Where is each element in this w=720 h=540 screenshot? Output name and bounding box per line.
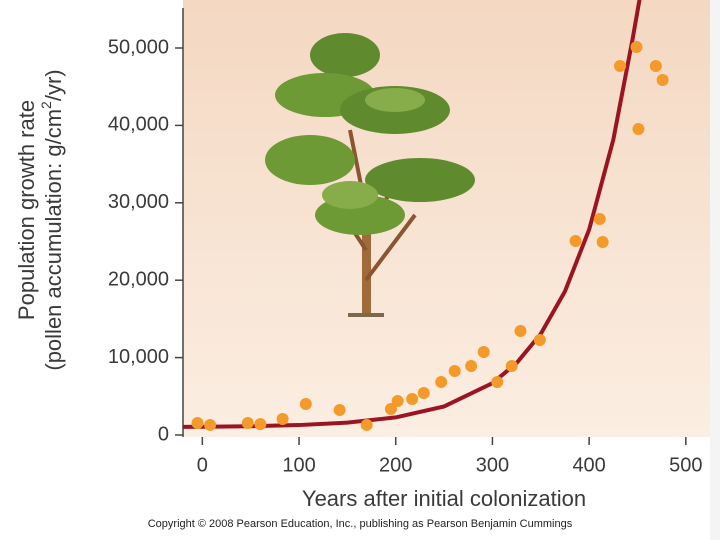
plot-background	[183, 0, 710, 437]
x-tick-label: 0	[197, 454, 208, 476]
y-axis-title: Population growth rate	[14, 100, 39, 320]
data-point	[254, 418, 267, 431]
y-tick-label: 20,000	[108, 268, 169, 290]
frame-edge	[710, 0, 720, 540]
y-tick-label: 50,000	[108, 36, 169, 58]
x-tick-label: 100	[282, 454, 315, 476]
data-point	[406, 393, 419, 406]
copyright: Copyright © 2008 Pearson Education, Inc.…	[148, 518, 573, 530]
x-tick-label: 300	[476, 454, 509, 476]
data-point	[435, 375, 448, 388]
data-point	[656, 73, 669, 86]
x-tick-label: 400	[572, 454, 605, 476]
data-point	[191, 417, 204, 430]
data-point	[384, 402, 397, 415]
x-tick-label: 500	[669, 454, 702, 476]
data-point	[333, 403, 346, 416]
data-point	[417, 386, 430, 399]
x-axis-title: Years after initial colonization	[302, 486, 586, 511]
data-point	[448, 364, 461, 377]
y-axis-title: (pollen accumulation: g/cm2/yr)	[38, 69, 66, 370]
data-point	[391, 395, 404, 408]
tree-illustration	[265, 33, 475, 317]
data-point	[593, 212, 606, 225]
y-tick-label: 10,000	[108, 346, 169, 368]
data-point	[649, 60, 662, 73]
data-point	[204, 418, 217, 431]
data-point	[596, 236, 609, 249]
y-tick-label: 30,000	[108, 191, 169, 213]
data-point	[569, 235, 582, 248]
y-title-part: /yr)	[41, 69, 66, 101]
data-point	[491, 375, 504, 388]
data-point	[299, 398, 312, 411]
x-tick-label: 200	[379, 454, 412, 476]
data-point	[632, 123, 645, 136]
data-point	[477, 346, 490, 359]
data-point	[505, 360, 518, 373]
data-point	[465, 360, 478, 373]
data-point	[276, 412, 289, 425]
data-point	[360, 418, 373, 431]
data-point	[630, 40, 643, 53]
y-title-superscript: 2	[38, 101, 54, 109]
y-tick-label: 40,000	[108, 114, 169, 136]
data-point	[614, 60, 627, 73]
data-point	[514, 324, 527, 337]
y-tick-label: 0	[158, 423, 169, 445]
data-point	[241, 417, 254, 430]
y-title-part: (pollen accumulation: g/cm	[41, 109, 66, 371]
plot-area	[183, 0, 669, 431]
data-point	[533, 334, 546, 347]
